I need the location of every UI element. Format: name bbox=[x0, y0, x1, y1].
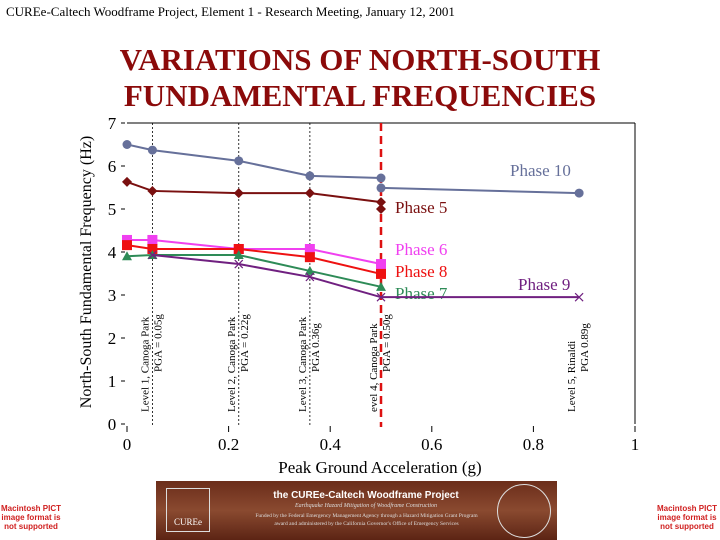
event-pga-label: PGA 0.36g bbox=[310, 323, 322, 372]
banner-title: the CUREe-Caltech Woodframe Project bbox=[273, 490, 459, 501]
series-label: Phase 5 bbox=[395, 198, 447, 217]
y-tick-label: 0 bbox=[108, 415, 117, 434]
event-pga-label: PGA = 0.05g bbox=[152, 314, 164, 372]
data-point bbox=[376, 183, 386, 193]
data-point bbox=[376, 173, 386, 183]
data-point bbox=[147, 243, 158, 254]
y-tick-label: 7 bbox=[108, 114, 117, 133]
x-tick-label: 0.6 bbox=[421, 435, 442, 454]
data-point bbox=[122, 240, 132, 251]
series-label: Phase 8 bbox=[395, 262, 447, 281]
series-label: Phase 10 bbox=[510, 161, 571, 180]
x-axis-label: Peak Ground Acceleration (g) bbox=[278, 458, 481, 477]
event-pga-label: PGA = 0.50g bbox=[381, 314, 393, 372]
data-point bbox=[234, 156, 244, 166]
data-point bbox=[122, 140, 132, 149]
pict-notice-right: Macintosh PICT image format is not suppo… bbox=[656, 504, 717, 531]
data-point bbox=[147, 185, 158, 196]
title-line-1: VARIATIONS OF NORTH-SOUTH bbox=[119, 42, 601, 77]
series-label: Phase 9 bbox=[518, 275, 570, 294]
series-line bbox=[380, 186, 580, 195]
data-point bbox=[233, 188, 244, 199]
event-label: evel 4, Canoga Park bbox=[368, 323, 380, 412]
y-tick-label: 4 bbox=[108, 243, 117, 262]
x-tick-label: 0.2 bbox=[218, 435, 239, 454]
data-point bbox=[376, 268, 386, 279]
data-point bbox=[305, 171, 315, 181]
y-tick-label: 2 bbox=[108, 329, 117, 348]
data-point bbox=[376, 204, 386, 214]
x-tick-label: 0.4 bbox=[320, 435, 342, 454]
data-point bbox=[574, 292, 584, 302]
event-label: Level 2, Canoga Park bbox=[226, 316, 238, 412]
data-point bbox=[122, 251, 132, 261]
event-label: Level 5, Rinaldi bbox=[566, 341, 578, 412]
event-pga-label: PGA 0.89g bbox=[579, 323, 591, 372]
data-point bbox=[233, 250, 244, 260]
caltech-seal-icon bbox=[497, 484, 551, 538]
data-point bbox=[147, 145, 157, 155]
banner-credits: Funded by the Federal Emergency Manageme… bbox=[214, 512, 519, 528]
pict-notice-left: Macintosh PICT image format is not suppo… bbox=[0, 504, 61, 531]
curee-logo: CUREe bbox=[166, 488, 210, 532]
y-tick-label: 6 bbox=[108, 157, 117, 176]
title-line-2: FUNDAMENTAL FREQUENCIES bbox=[123, 78, 597, 113]
banner-subtitle: Earthquake Hazard Mitigation of Woodfram… bbox=[294, 503, 438, 509]
data-point bbox=[376, 292, 386, 302]
data-point bbox=[376, 197, 386, 208]
data-point bbox=[147, 250, 157, 260]
banner-line-1: Funded by the Federal Emergency Manageme… bbox=[255, 513, 478, 519]
data-point bbox=[233, 243, 244, 254]
data-point bbox=[147, 234, 158, 245]
series-line bbox=[127, 238, 382, 266]
y-tick-label: 1 bbox=[108, 372, 117, 391]
x-tick-label: 1 bbox=[631, 435, 640, 454]
y-tick-label: 3 bbox=[108, 286, 117, 305]
series-line bbox=[126, 143, 382, 180]
header-text: CUREe-Caltech Woodframe Project, Element… bbox=[6, 4, 455, 19]
data-point bbox=[376, 259, 386, 270]
data-point bbox=[305, 272, 315, 282]
series-line bbox=[126, 180, 382, 204]
data-point bbox=[376, 281, 386, 291]
data-point bbox=[122, 176, 132, 187]
data-point bbox=[574, 188, 584, 198]
y-axis-label: North-South Fundamental Frequency (Hz) bbox=[78, 136, 95, 408]
data-point bbox=[304, 188, 315, 199]
slide-title: VARIATIONS OF NORTH-SOUTH FUNDAMENTAL FRE… bbox=[0, 42, 720, 114]
banner-line-2: award and administered by the California… bbox=[274, 521, 459, 527]
data-point bbox=[304, 243, 315, 254]
data-point bbox=[234, 259, 244, 269]
event-label: Level 3, Canoga Park bbox=[297, 316, 309, 412]
series-label: Phase 7 bbox=[395, 284, 448, 303]
series-label: Phase 6 bbox=[395, 240, 447, 259]
event-label: Level 1, Canoga Park bbox=[139, 316, 151, 412]
series-line bbox=[126, 254, 382, 288]
y-tick-label: 5 bbox=[108, 200, 117, 219]
data-point bbox=[122, 234, 132, 245]
data-point bbox=[304, 252, 315, 263]
x-tick-label: 0.8 bbox=[523, 435, 544, 454]
project-banner: CUREe the CUREe-Caltech Woodframe Projec… bbox=[156, 481, 557, 540]
event-pga-label: PGA = 0.22g bbox=[239, 314, 251, 372]
data-point bbox=[304, 265, 315, 275]
x-tick-label: 0 bbox=[123, 435, 132, 454]
